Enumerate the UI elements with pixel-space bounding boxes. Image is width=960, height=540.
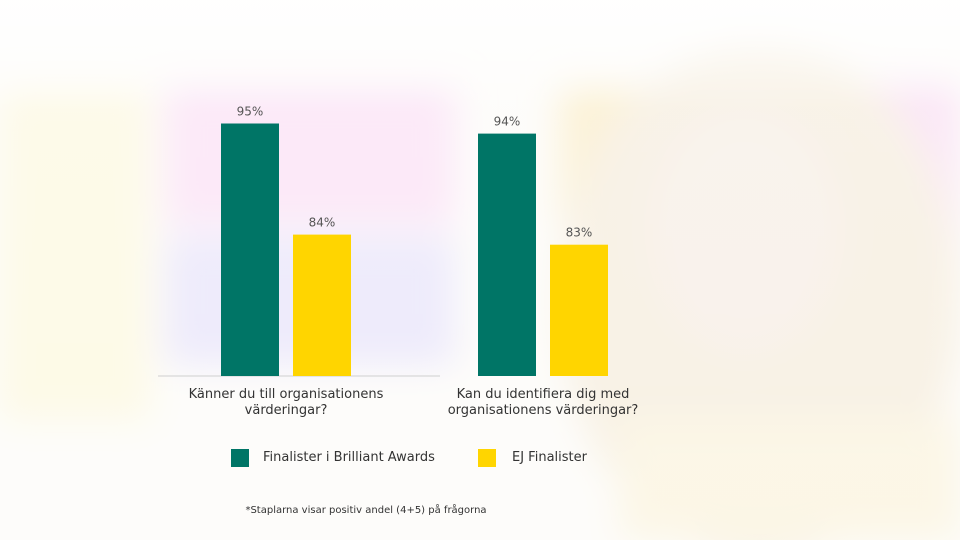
value-label: 95% xyxy=(237,105,264,119)
value-label: 83% xyxy=(566,226,593,240)
category-label: Kan du identifiera dig med organisatione… xyxy=(447,387,639,418)
bar xyxy=(221,123,279,376)
legend-swatch xyxy=(478,449,496,467)
category-label: Känner du till organisationens värdering… xyxy=(188,387,384,418)
value-label: 94% xyxy=(494,115,521,129)
legend-label: EJ Finalister xyxy=(512,450,587,465)
legend-swatch xyxy=(231,449,249,467)
bar xyxy=(293,234,351,376)
footnote: *Staplarna visar positiv andel (4+5) på … xyxy=(245,505,487,516)
bar xyxy=(550,244,608,376)
bar xyxy=(478,133,536,376)
value-label: 84% xyxy=(309,216,336,230)
legend-label: Finalister i Brilliant Awards xyxy=(263,450,435,465)
